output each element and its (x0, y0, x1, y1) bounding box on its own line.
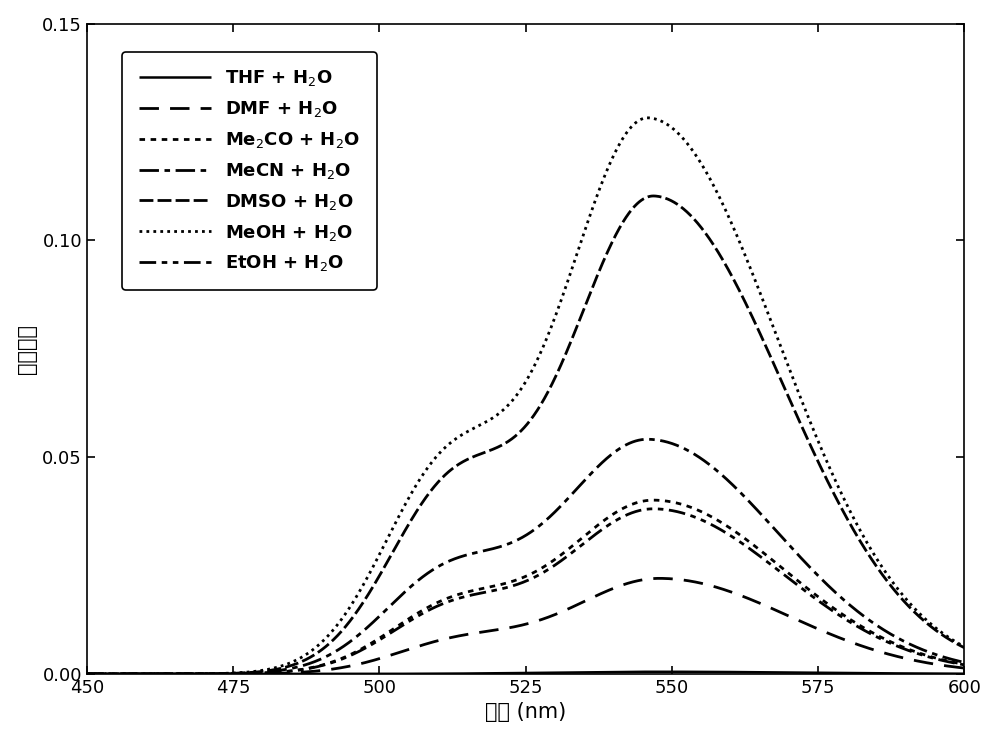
Me$_2$CO + H$_2$O (81, 670, 93, 678)
Y-axis label: 吸收强度: 吸收强度 (17, 324, 37, 374)
THF + H$_2$O (81, 670, 93, 678)
EtOH + H$_2$O (484, 587, 496, 596)
MeOH + H$_2$O (933, 627, 945, 636)
EtOH + H$_2$O (508, 581, 520, 590)
X-axis label: 波长 (nm): 波长 (nm) (485, 702, 566, 722)
Line: DMF + H$_2$O: DMF + H$_2$O (87, 579, 964, 674)
Me$_2$CO + H$_2$O (508, 576, 520, 585)
MeCN + H$_2$O (126, 670, 138, 678)
DMSO + H$_2$O (958, 643, 970, 652)
EtOH + H$_2$O (933, 655, 945, 664)
MeOH + H$_2$O (126, 670, 138, 678)
DMSO + H$_2$O (484, 446, 496, 454)
EtOH + H$_2$O (126, 670, 138, 678)
DMSO + H$_2$O (648, 191, 660, 200)
EtOH + H$_2$O (647, 505, 659, 514)
THF + H$_2$O (958, 670, 970, 678)
Line: Me$_2$CO + H$_2$O: Me$_2$CO + H$_2$O (87, 500, 964, 674)
Line: EtOH + H$_2$O: EtOH + H$_2$O (87, 509, 964, 674)
Line: MeOH + H$_2$O: MeOH + H$_2$O (87, 118, 964, 674)
THF + H$_2$O (933, 670, 945, 678)
THF + H$_2$O (933, 670, 945, 678)
DMF + H$_2$O (126, 670, 138, 678)
MeCN + H$_2$O (508, 537, 520, 546)
MeOH + H$_2$O (81, 670, 93, 678)
THF + H$_2$O (126, 670, 138, 678)
MeCN + H$_2$O (484, 545, 496, 554)
DMSO + H$_2$O (772, 370, 784, 378)
MeCN + H$_2$O (933, 651, 945, 660)
DMF + H$_2$O (654, 574, 666, 583)
Me$_2$CO + H$_2$O (958, 660, 970, 669)
DMF + H$_2$O (484, 627, 496, 636)
Line: THF + H$_2$O: THF + H$_2$O (87, 672, 964, 674)
DMF + H$_2$O (958, 664, 970, 672)
Line: DMSO + H$_2$O: DMSO + H$_2$O (87, 196, 964, 674)
DMSO + H$_2$O (126, 670, 138, 678)
EtOH + H$_2$O (81, 670, 93, 678)
Me$_2$CO + H$_2$O (647, 496, 659, 505)
DMF + H$_2$O (933, 661, 945, 670)
THF + H$_2$O (772, 668, 784, 677)
MeOH + H$_2$O (933, 626, 945, 635)
DMF + H$_2$O (81, 670, 93, 678)
DMSO + H$_2$O (933, 628, 945, 637)
THF + H$_2$O (655, 667, 667, 676)
Line: MeCN + H$_2$O: MeCN + H$_2$O (87, 439, 964, 674)
DMF + H$_2$O (508, 622, 520, 631)
EtOH + H$_2$O (772, 566, 784, 575)
THF + H$_2$O (484, 669, 496, 678)
MeCN + H$_2$O (958, 658, 970, 667)
DMSO + H$_2$O (933, 628, 945, 637)
Legend: THF + H$_2$O, DMF + H$_2$O, Me$_2$CO + H$_2$O, MeCN + H$_2$O, DMSO + H$_2$O, MeO: THF + H$_2$O, DMF + H$_2$O, Me$_2$CO + H… (123, 52, 376, 290)
MeOH + H$_2$O (508, 395, 520, 403)
DMF + H$_2$O (933, 661, 945, 670)
MeCN + H$_2$O (81, 670, 93, 678)
EtOH + H$_2$O (933, 655, 945, 664)
THF + H$_2$O (508, 669, 520, 678)
MeOH + H$_2$O (484, 415, 496, 424)
Me$_2$CO + H$_2$O (484, 582, 496, 591)
MeCN + H$_2$O (772, 528, 784, 537)
MeOH + H$_2$O (958, 642, 970, 651)
MeOH + H$_2$O (642, 113, 654, 122)
EtOH + H$_2$O (958, 661, 970, 670)
DMSO + H$_2$O (508, 433, 520, 442)
Me$_2$CO + H$_2$O (933, 655, 945, 664)
MeOH + H$_2$O (772, 336, 784, 344)
Me$_2$CO + H$_2$O (126, 670, 138, 678)
MeCN + H$_2$O (642, 435, 654, 443)
DMSO + H$_2$O (81, 670, 93, 678)
Me$_2$CO + H$_2$O (933, 655, 945, 664)
DMF + H$_2$O (772, 607, 784, 616)
MeCN + H$_2$O (933, 651, 945, 660)
Me$_2$CO + H$_2$O (772, 560, 784, 569)
